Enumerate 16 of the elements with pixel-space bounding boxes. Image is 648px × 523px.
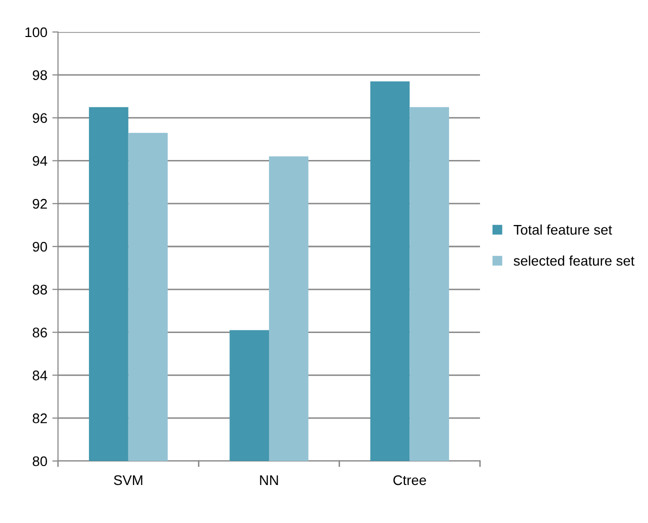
legend-label: selected feature set	[514, 256, 634, 266]
y-tick-label: 96	[32, 113, 47, 123]
x-tick-label: NN	[260, 475, 278, 485]
y-tick-label: 100	[25, 27, 48, 38]
x-tick-label: SVM	[114, 475, 142, 486]
y-tick-label: 84	[32, 370, 48, 380]
y-tick-label: 80	[32, 456, 48, 466]
legend-label: Total feature set	[514, 224, 612, 235]
y-tick-label: 90	[32, 242, 48, 252]
y-tick-label: 92	[32, 198, 47, 209]
y-tick-label: 98	[32, 70, 47, 80]
y-tick-label: 88	[32, 284, 47, 295]
y-tick-label: 86	[32, 328, 47, 338]
x-tick-label: Ctree	[393, 475, 426, 486]
y-tick-label: 82	[32, 413, 47, 424]
y-tick-label: 94	[32, 156, 48, 166]
